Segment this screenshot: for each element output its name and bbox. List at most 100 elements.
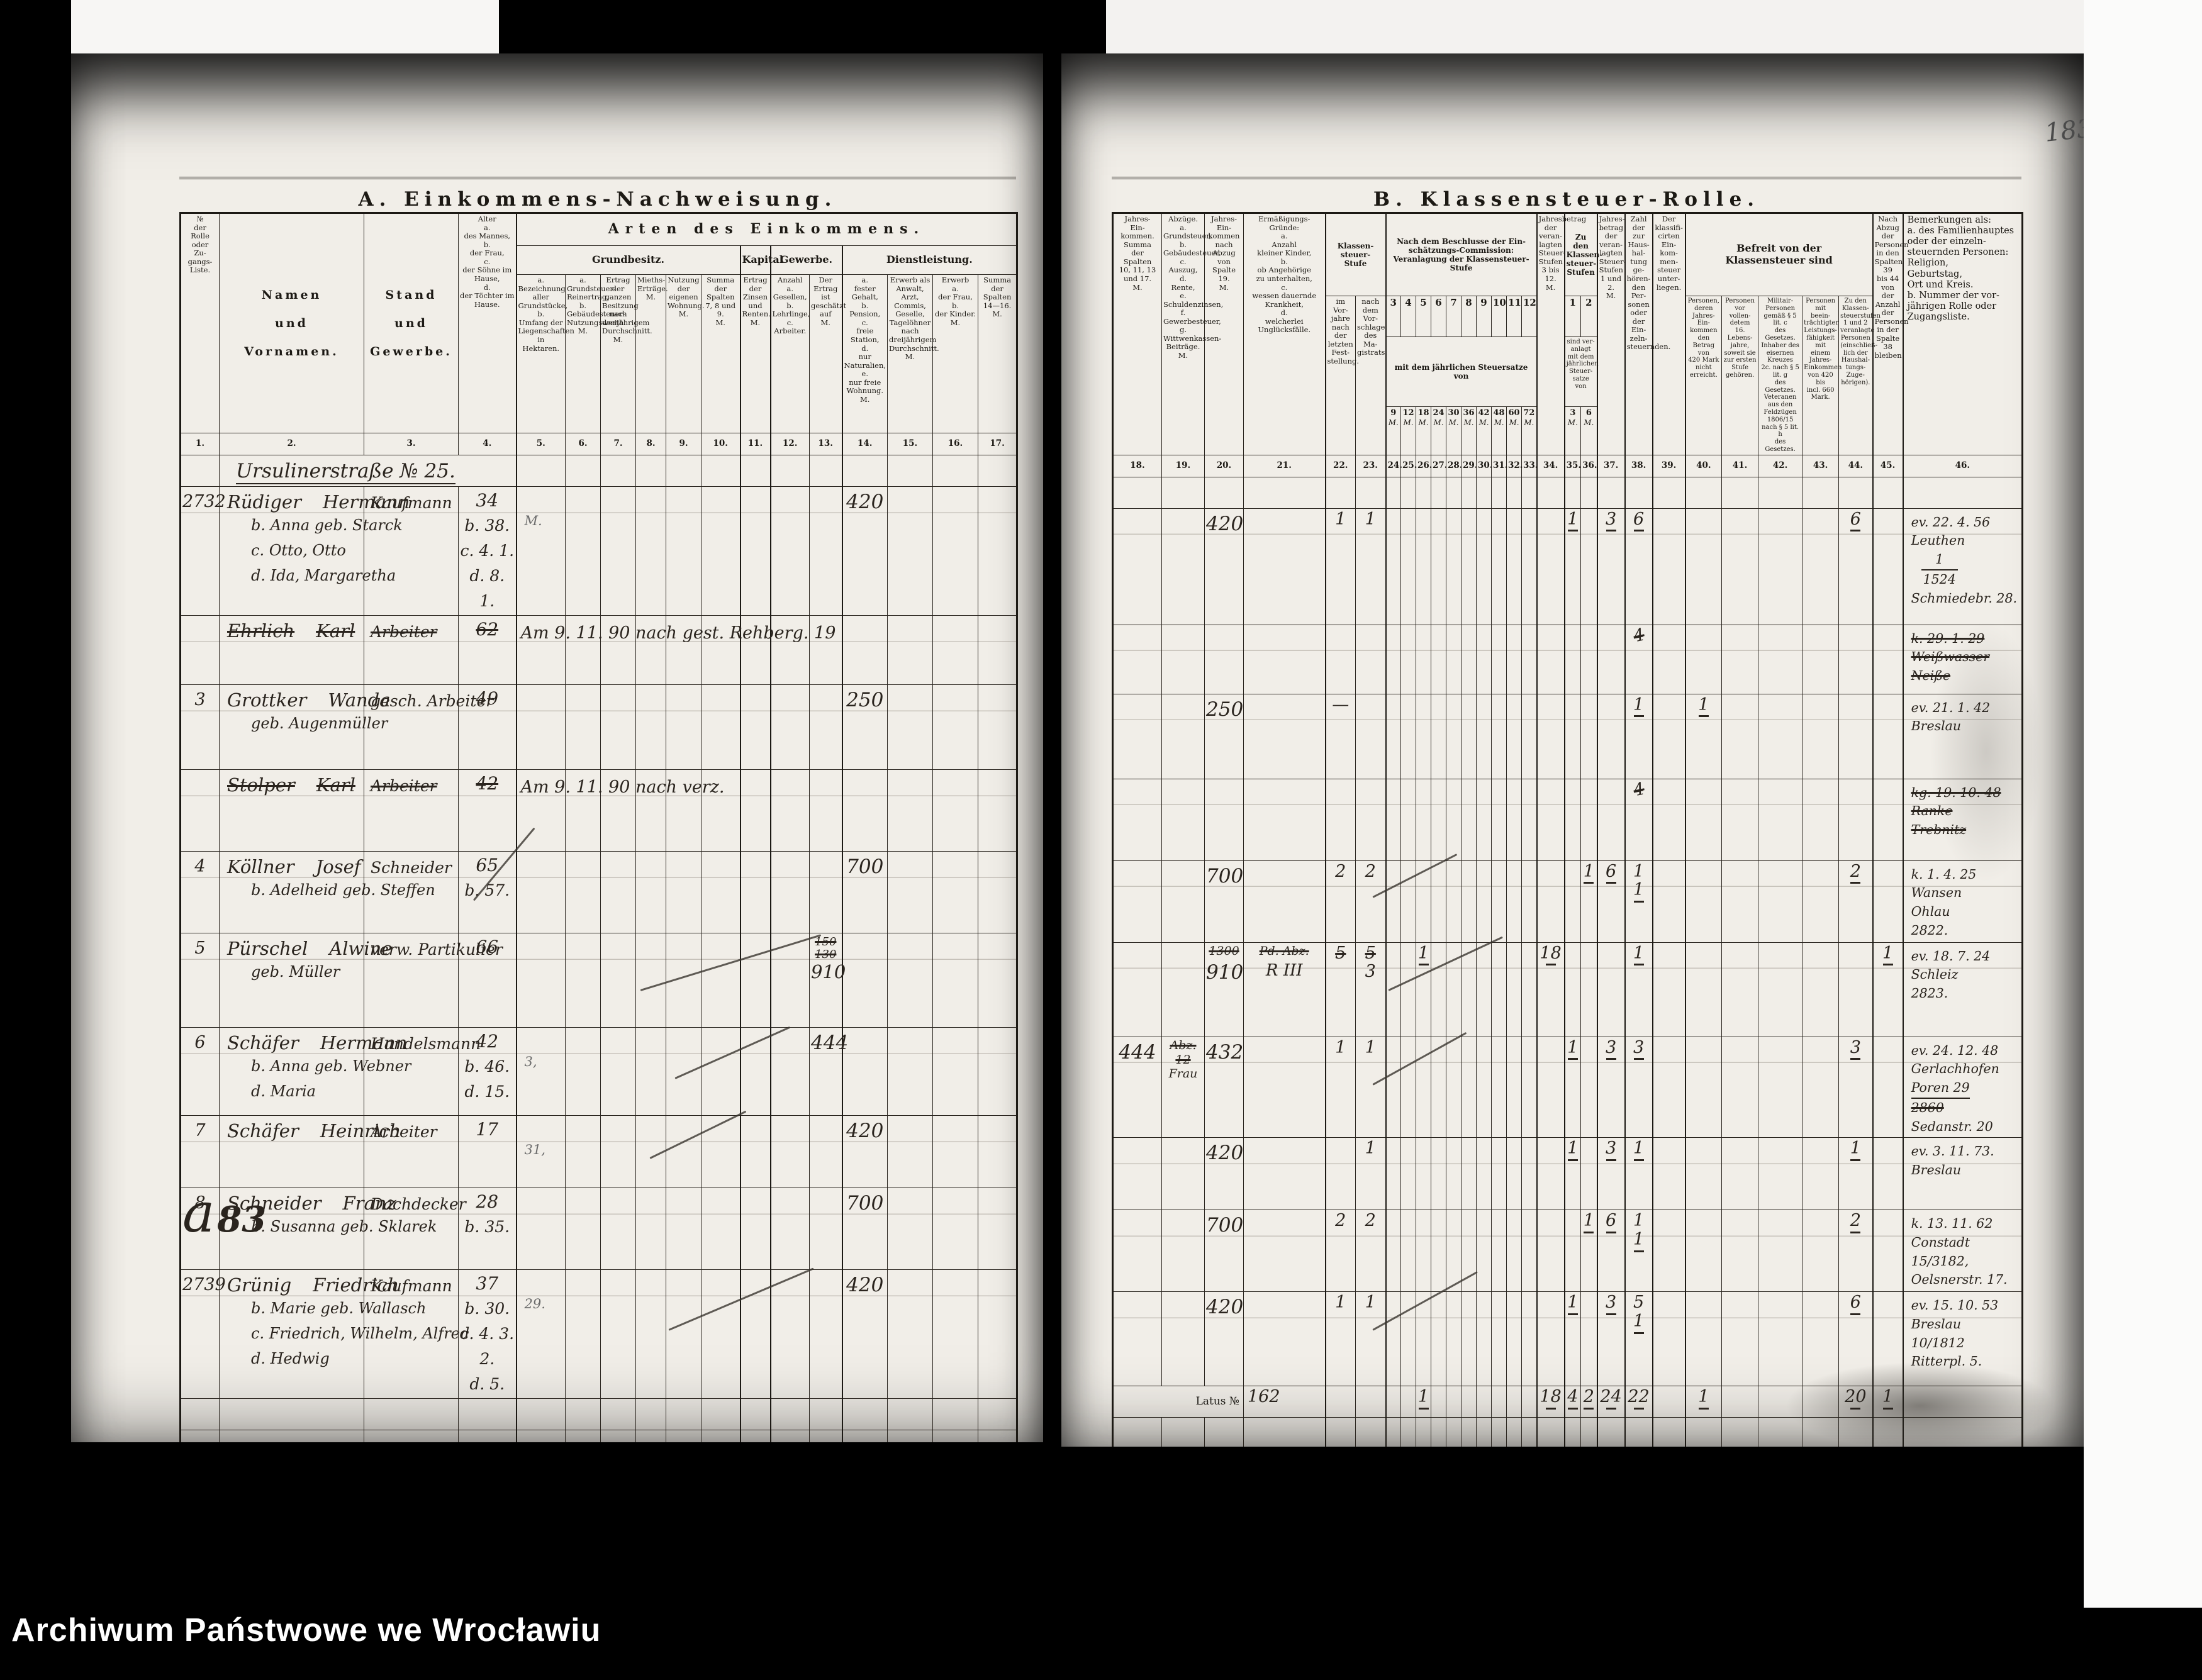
col-header-20: Jahres- Ein- kommen nach Abzug von Spalt… xyxy=(1204,213,1244,455)
stand-cell: Arbeiter xyxy=(364,615,459,685)
left-col-number-3: 3. xyxy=(364,433,459,455)
cell-r25 xyxy=(1400,1036,1416,1138)
cell-l16 xyxy=(932,1027,978,1116)
steuersatz-42: 42 M. xyxy=(1476,406,1492,455)
cell-r46: ev. 24. 12. 48 Gerlachhofen Poren 29 2860 Se… xyxy=(1902,1036,2023,1138)
cell-r21 xyxy=(1243,693,1326,779)
cell-r21 xyxy=(1243,778,1326,861)
cell-l17 xyxy=(977,769,1018,852)
cell-r33 xyxy=(1521,1210,1538,1293)
left-page: A. Einkommens-Nachweisung. № der Rolle o… xyxy=(71,53,1043,1442)
cell-r28 xyxy=(1446,476,1461,509)
cell-r38: 3 xyxy=(1624,1036,1653,1138)
cell-l8 xyxy=(635,455,666,487)
col-header-38: Zahl der zur Haus- hal- tung ge- hören- … xyxy=(1624,213,1670,455)
steuersatz-24: 24 M. xyxy=(1431,406,1446,455)
paper-smudge xyxy=(1785,1362,2055,1447)
cell-r43 xyxy=(1802,476,1840,509)
right-row-4: 4 kg. 19. 10. 48 Ranke Trebnitz xyxy=(1112,778,2023,861)
cell-r44 xyxy=(1838,942,1874,1037)
cell-l6 xyxy=(565,851,601,933)
cell-r45 xyxy=(1872,508,1904,625)
steuersatz-72: 72 M. xyxy=(1521,406,1538,455)
steuersatz-label-row: mit dem jährlichen Steuersatze von sind ve… xyxy=(1113,336,2023,408)
cell-l16 xyxy=(932,1188,978,1270)
name-cell: Schneider Franz b. Susanna geb. Sklarek xyxy=(219,1188,437,1270)
cell-l11 xyxy=(739,769,771,852)
cell-l6 xyxy=(565,1188,601,1270)
cell-r24 xyxy=(1385,1036,1401,1138)
cell-l10 xyxy=(701,684,741,770)
cell-r44 xyxy=(1838,693,1874,779)
cell-r20: 432 xyxy=(1204,1036,1244,1138)
group-grundbesitz: Grundbesitz. xyxy=(515,245,741,275)
cell-l5: 29. xyxy=(515,1269,566,1399)
group-stufen-1-2: Zu den Klassen- steuer- Stufen xyxy=(1563,213,1602,296)
right-col-number-29: 29. xyxy=(1461,454,1478,477)
stand-cell: Arbeiter xyxy=(364,769,459,852)
latus-c27 xyxy=(1431,1386,1446,1418)
col-header-37: Jahres- betrag der veran- lagten Steuer-… xyxy=(1596,213,1626,455)
cell-r35 xyxy=(1563,1210,1582,1293)
col-header-16: Erwerb a. der Frau, b. der Kinder. M. xyxy=(932,274,978,433)
cell-r19 xyxy=(1161,1137,1205,1211)
left-col-number-15: 15. xyxy=(887,433,933,455)
cell-l6 xyxy=(565,615,601,685)
cell-l13 xyxy=(809,1115,842,1188)
filler-cell xyxy=(809,1430,842,1442)
stand-cell: Schneider xyxy=(364,851,459,933)
cell-r28 xyxy=(1446,1137,1461,1211)
cell-l17 xyxy=(977,1269,1018,1399)
filler-cell xyxy=(739,1430,771,1442)
name-cell: Grottker Wanda geb. Augenmüller xyxy=(219,684,391,770)
steuersatz-48: 48 M. xyxy=(1491,406,1507,455)
cell-r19 xyxy=(1161,624,1205,694)
cell-r44: 2 xyxy=(1838,860,1874,943)
filler-cell xyxy=(1400,1417,1416,1447)
cell-l11 xyxy=(739,1027,771,1116)
cell-r22 xyxy=(1324,1386,1356,1418)
cell-r29 xyxy=(1461,1137,1477,1211)
latus-c33 xyxy=(1521,1386,1538,1418)
col-header-5: a. Bezeichnung aller Grundstücke, b. Umf… xyxy=(515,274,574,433)
filler-cell xyxy=(1324,1417,1356,1447)
cell-l14: 420 xyxy=(841,1269,888,1399)
cell-r36 xyxy=(1580,778,1598,861)
cell-r23: 1 xyxy=(1355,1291,1386,1387)
col-header-7: Ertrag der ganzen Besitzung nach dreijäh… xyxy=(600,274,652,433)
left-col-number-10: 10. xyxy=(701,433,741,455)
cell-l9 xyxy=(666,851,701,933)
filler-cell xyxy=(977,1430,1018,1442)
cell-r22: 2 xyxy=(1324,1210,1356,1293)
cell-r25 xyxy=(1400,1137,1416,1211)
name-cell: Ehrlich Karl xyxy=(219,615,364,685)
cell-r19 xyxy=(1161,693,1205,779)
right-col-number-37: 37. xyxy=(1596,454,1626,477)
latus-c37: 24 xyxy=(1596,1386,1626,1418)
cell-r42 xyxy=(1758,693,1803,779)
latus-c24 xyxy=(1385,1386,1401,1418)
cell-r19: Abz. 12 Frau xyxy=(1161,1036,1205,1138)
cell-r35 xyxy=(1563,778,1582,861)
cell-r24 xyxy=(1385,860,1401,943)
cell-l14: 420 xyxy=(841,1115,888,1188)
cell-r21: Pd. Abz. R III xyxy=(1243,942,1326,1037)
cell-l10 xyxy=(701,851,741,933)
latus-c38: 22 xyxy=(1624,1386,1653,1418)
cell-l10 xyxy=(701,615,741,685)
cell-r28 xyxy=(1446,1291,1461,1387)
cell-r35 xyxy=(1563,476,1582,509)
cell-l9 xyxy=(666,1269,701,1399)
right-row-3: 250 — 1 1 ev. 21. 1. 42 Breslau xyxy=(1112,693,2023,779)
cell-r27 xyxy=(1431,1291,1446,1387)
cell-r27 xyxy=(1431,942,1446,1037)
cell-r30 xyxy=(1476,1137,1492,1211)
right-col-number-41: 41. xyxy=(1721,454,1759,477)
age-cell: 62 xyxy=(458,615,517,685)
cell-l16 xyxy=(932,1398,978,1430)
cell-r32 xyxy=(1506,778,1522,861)
cell-r32 xyxy=(1506,693,1522,779)
left-col-number-17: 17. xyxy=(977,433,1018,455)
